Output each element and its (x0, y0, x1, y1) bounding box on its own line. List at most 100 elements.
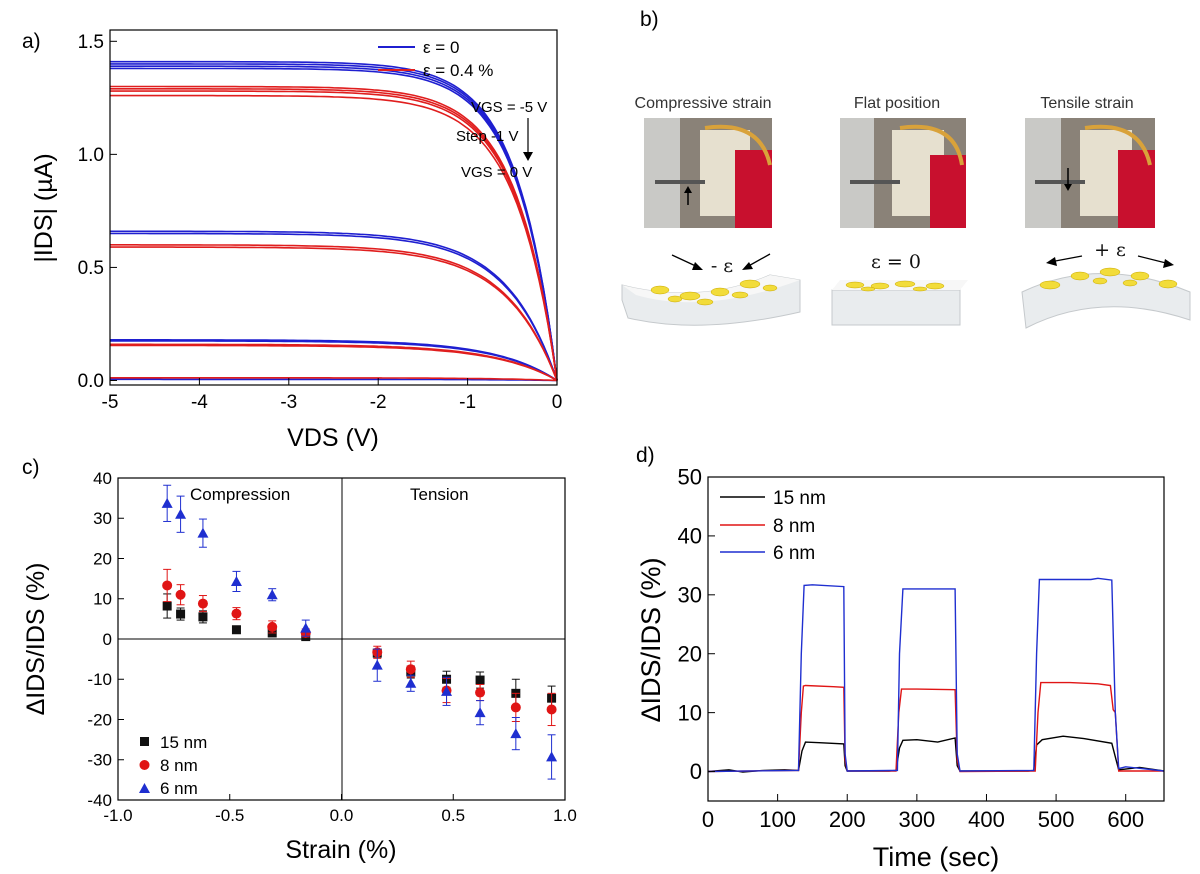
y-tick-label: 10 (93, 590, 112, 609)
data-point-triangle (510, 728, 522, 739)
x-tick-label: 600 (1107, 807, 1144, 832)
caption-tensile-strain: Tensile strain (1040, 95, 1133, 112)
strain-label-flat: ε = 0 (871, 251, 921, 273)
photo-flat (840, 118, 966, 228)
y-tick-label: 20 (93, 549, 112, 568)
data-point-square (198, 612, 208, 622)
schematic-compressive: - ε (621, 253, 801, 326)
time-trace (707, 735, 1165, 773)
chart-d-series (707, 577, 1165, 773)
x-tick-label: 200 (829, 807, 866, 832)
data-point-circle (197, 598, 208, 609)
data-point-triangle (175, 508, 187, 519)
y-tick-label: 30 (93, 509, 112, 528)
chart-a: -5 -4 -3 -2 -1 0 0.0 0.5 1.0 1.5 VDS (V) |IDS| (µ… (30, 29, 563, 452)
chart-c-series (161, 484, 558, 780)
y-tick-label: -20 (87, 710, 112, 729)
chart-a-legend: ε = 0 ε = 0.4 % (378, 38, 493, 80)
legend-marker-6nm (139, 783, 150, 793)
x-tick-label: 400 (968, 807, 1005, 832)
legend-label-eps0: ε = 0 (423, 38, 459, 57)
output-curve (110, 88, 558, 381)
y-tick-label: 0 (103, 630, 112, 649)
y-tick-label: 10 (678, 700, 702, 725)
output-curve (110, 94, 558, 381)
chart-d-ticks: 0 100 200 300 400 500 600 0 10 20 30 40 50 (678, 465, 1145, 832)
data-point-triangle (161, 497, 173, 508)
output-curve (110, 67, 558, 381)
output-curve (110, 343, 558, 382)
output-curve (110, 65, 558, 381)
caption-compressive-strain: Compressive strain (635, 95, 772, 112)
x-tick-label: 1.0 (553, 806, 577, 825)
data-point-square (475, 675, 485, 685)
chart-a-frame (109, 29, 558, 386)
photo-tensile (1025, 118, 1155, 228)
output-curve (110, 90, 558, 381)
data-point-triangle (405, 677, 417, 688)
legend-label-8nm-d: 8 nm (773, 516, 815, 537)
legend-label-8nm: 8 nm (160, 756, 198, 775)
data-point-circle (162, 580, 173, 591)
chart-c-region-tension: Tension (410, 485, 469, 504)
data-point-circle (510, 702, 521, 713)
chart-c-xlabel: Strain (%) (285, 836, 396, 864)
y-tick-label: 0 (690, 759, 702, 784)
data-point-circle (405, 664, 416, 675)
output-curve (110, 246, 558, 381)
y-tick-label: 40 (678, 524, 702, 549)
data-point-square (231, 625, 241, 635)
panel-label-d: d) (636, 444, 655, 467)
data-point-circle (231, 608, 242, 619)
photo-panel-b: Compressive strain Flat position Tensile… (621, 95, 1191, 329)
panel-label-b: b) (640, 8, 659, 31)
x-tick-label: 0 (702, 807, 714, 832)
photo-compressive (644, 118, 772, 228)
data-point-circle (175, 589, 186, 600)
chart-c-legend: 15 nm 8 nm 6 nm (139, 733, 207, 798)
data-point-triangle (371, 659, 383, 670)
legend-label-6nm-d: 6 nm (773, 543, 815, 564)
chart-c-region-compression: Compression (190, 485, 290, 504)
x-tick-label: -1.0 (103, 806, 132, 825)
data-point-circle (546, 704, 557, 715)
output-curve (110, 376, 558, 382)
output-curve (110, 340, 558, 382)
legend-label-6nm: 6 nm (160, 779, 198, 798)
y-tick-label: 50 (678, 465, 702, 490)
y-tick-label: -40 (87, 791, 112, 810)
y-tick-label: 0.5 (78, 258, 104, 279)
x-tick-label: 0 (552, 392, 563, 413)
chart-c: -1.0 -0.5 0.0 0.5 1.0 -40 -30 -20 -10 0 10 20 30 40 C… (22, 469, 577, 864)
output-curve (110, 230, 558, 381)
y-tick-label: 20 (678, 641, 702, 666)
data-point-triangle (441, 685, 453, 696)
chart-a-series (110, 60, 558, 382)
chart-a-arrow-head (523, 152, 533, 161)
schematic-flat: ε = 0 (831, 251, 968, 326)
legend-label-15nm: 15 nm (160, 733, 207, 752)
output-curve (110, 232, 558, 381)
schematic-tensile: + ε (1021, 239, 1191, 329)
chart-a-xlabel: VDS (V) (287, 424, 379, 452)
chart-a-ylabel: |IDS| (µA) (30, 153, 58, 262)
data-point-triangle (230, 575, 242, 586)
chart-d-legend: 15 nm 8 nm 6 nm (720, 488, 826, 564)
data-point-triangle (546, 751, 558, 762)
x-tick-label: -1 (459, 392, 476, 413)
x-tick-label: 0.0 (330, 806, 354, 825)
y-tick-label: 40 (93, 469, 112, 488)
x-tick-label: -3 (280, 392, 297, 413)
legend-marker-8nm (139, 760, 150, 770)
chart-a-annotation-vgs-end: VGS = 0 V (461, 164, 532, 181)
data-point-triangle (474, 707, 486, 718)
output-curve (110, 344, 558, 382)
data-point-circle (267, 621, 278, 632)
chart-a-annotation-vgs-start: VGS = -5 V (471, 99, 547, 116)
output-curve (110, 85, 558, 381)
data-point-triangle (300, 622, 312, 633)
x-tick-label: -4 (191, 392, 208, 413)
x-tick-label: 500 (1038, 807, 1075, 832)
data-point-triangle (266, 589, 278, 600)
chart-a-annotation-step: Step -1 V (456, 128, 519, 145)
